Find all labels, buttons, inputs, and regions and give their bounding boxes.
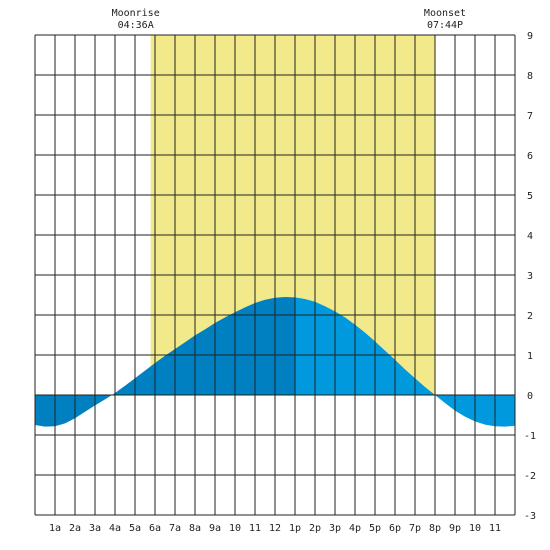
y-tick-label: -3 bbox=[524, 511, 536, 522]
x-tick-label: 1p bbox=[289, 523, 301, 534]
moonset-time: 07:44P bbox=[427, 20, 463, 31]
y-tick-label: -2 bbox=[524, 471, 536, 482]
x-tick-label: 4p bbox=[349, 523, 361, 534]
y-tick-label: -1 bbox=[524, 431, 536, 442]
y-tick-label: 4 bbox=[527, 231, 533, 242]
x-axis-labels: 1a 2a 3a 4a 5a 6a 7a 8a 9a 10 11 12 1p 2p 3p 4p 5p 6p 7p 8p… bbox=[49, 523, 501, 534]
y-tick-label: 9 bbox=[527, 31, 533, 42]
moonrise-label: Moonrise bbox=[112, 8, 160, 19]
x-tick-label: 9a bbox=[209, 523, 221, 534]
y-tick-label: 7 bbox=[527, 111, 533, 122]
x-tick-label: 1a bbox=[49, 523, 61, 534]
x-tick-label: 2a bbox=[69, 523, 81, 534]
x-tick-label: 7a bbox=[169, 523, 181, 534]
y-tick-label: 8 bbox=[527, 71, 533, 82]
x-tick-label: 11 bbox=[489, 523, 501, 534]
x-tick-label: 3p bbox=[329, 523, 341, 534]
y-tick-label: 6 bbox=[527, 151, 533, 162]
y-axis-labels: 9 8 7 6 5 4 3 2 1 0 -1 -2 -3 bbox=[524, 31, 536, 522]
grid bbox=[34, 34, 516, 516]
x-tick-label: 6p bbox=[389, 523, 401, 534]
y-tick-label: 3 bbox=[527, 271, 533, 282]
y-tick-label: 2 bbox=[527, 311, 533, 322]
x-tick-label: 5p bbox=[369, 523, 381, 534]
x-tick-label: 10 bbox=[229, 523, 241, 534]
x-tick-label: 6a bbox=[149, 523, 161, 534]
x-tick-label: 8a bbox=[189, 523, 201, 534]
tide-area-falling bbox=[295, 297, 515, 427]
tide-area bbox=[35, 297, 515, 427]
moonset-label: Moonset bbox=[424, 8, 466, 19]
x-tick-label: 12 bbox=[269, 523, 281, 534]
y-tick-label: 0 bbox=[527, 391, 533, 402]
moon-annotations: Moonrise 04:36A Moonset 07:44P bbox=[112, 8, 467, 31]
x-tick-label: 10 bbox=[469, 523, 481, 534]
x-tick-label: 2p bbox=[309, 523, 321, 534]
moonrise-time: 04:36A bbox=[118, 20, 154, 31]
x-tick-label: 7p bbox=[409, 523, 421, 534]
x-tick-label: 8p bbox=[429, 523, 441, 534]
y-tick-label: 1 bbox=[527, 351, 533, 362]
y-tick-label: 5 bbox=[527, 191, 533, 202]
x-tick-label: 5a bbox=[129, 523, 141, 534]
x-tick-label: 11 bbox=[249, 523, 261, 534]
x-tick-label: 3a bbox=[89, 523, 101, 534]
tide-area-rising bbox=[35, 297, 295, 427]
x-tick-label: 4a bbox=[109, 523, 121, 534]
x-tick-label: 9p bbox=[449, 523, 461, 534]
